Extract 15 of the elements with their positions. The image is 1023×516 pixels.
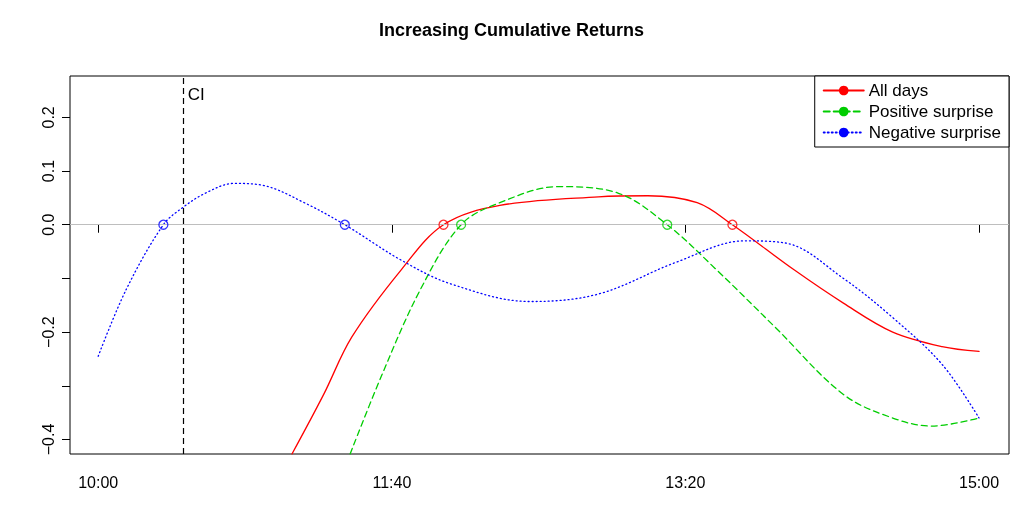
legend-label: All days — [868, 81, 929, 100]
x-tick-label: 15:00 — [959, 473, 1000, 491]
line-series — [97, 182, 980, 419]
y-tick-label: −0.4 — [39, 423, 57, 456]
x-tick-label: 13:20 — [665, 473, 706, 491]
y-tick-label: 0.1 — [39, 159, 57, 183]
x-tick-label: 10:00 — [78, 473, 119, 491]
ref-line-label: CI — [187, 85, 205, 104]
y-tick-label: −0.2 — [39, 316, 57, 348]
chart-title: Increasing Cumulative Returns — [378, 20, 645, 40]
legend-label: Negative surprise — [868, 123, 1001, 142]
legend-label: Positive surprise — [868, 102, 994, 121]
x-tick-label: 11:40 — [372, 473, 412, 491]
y-tick-label: 0.2 — [39, 106, 57, 129]
y-tick-label: 0.0 — [39, 213, 57, 236]
